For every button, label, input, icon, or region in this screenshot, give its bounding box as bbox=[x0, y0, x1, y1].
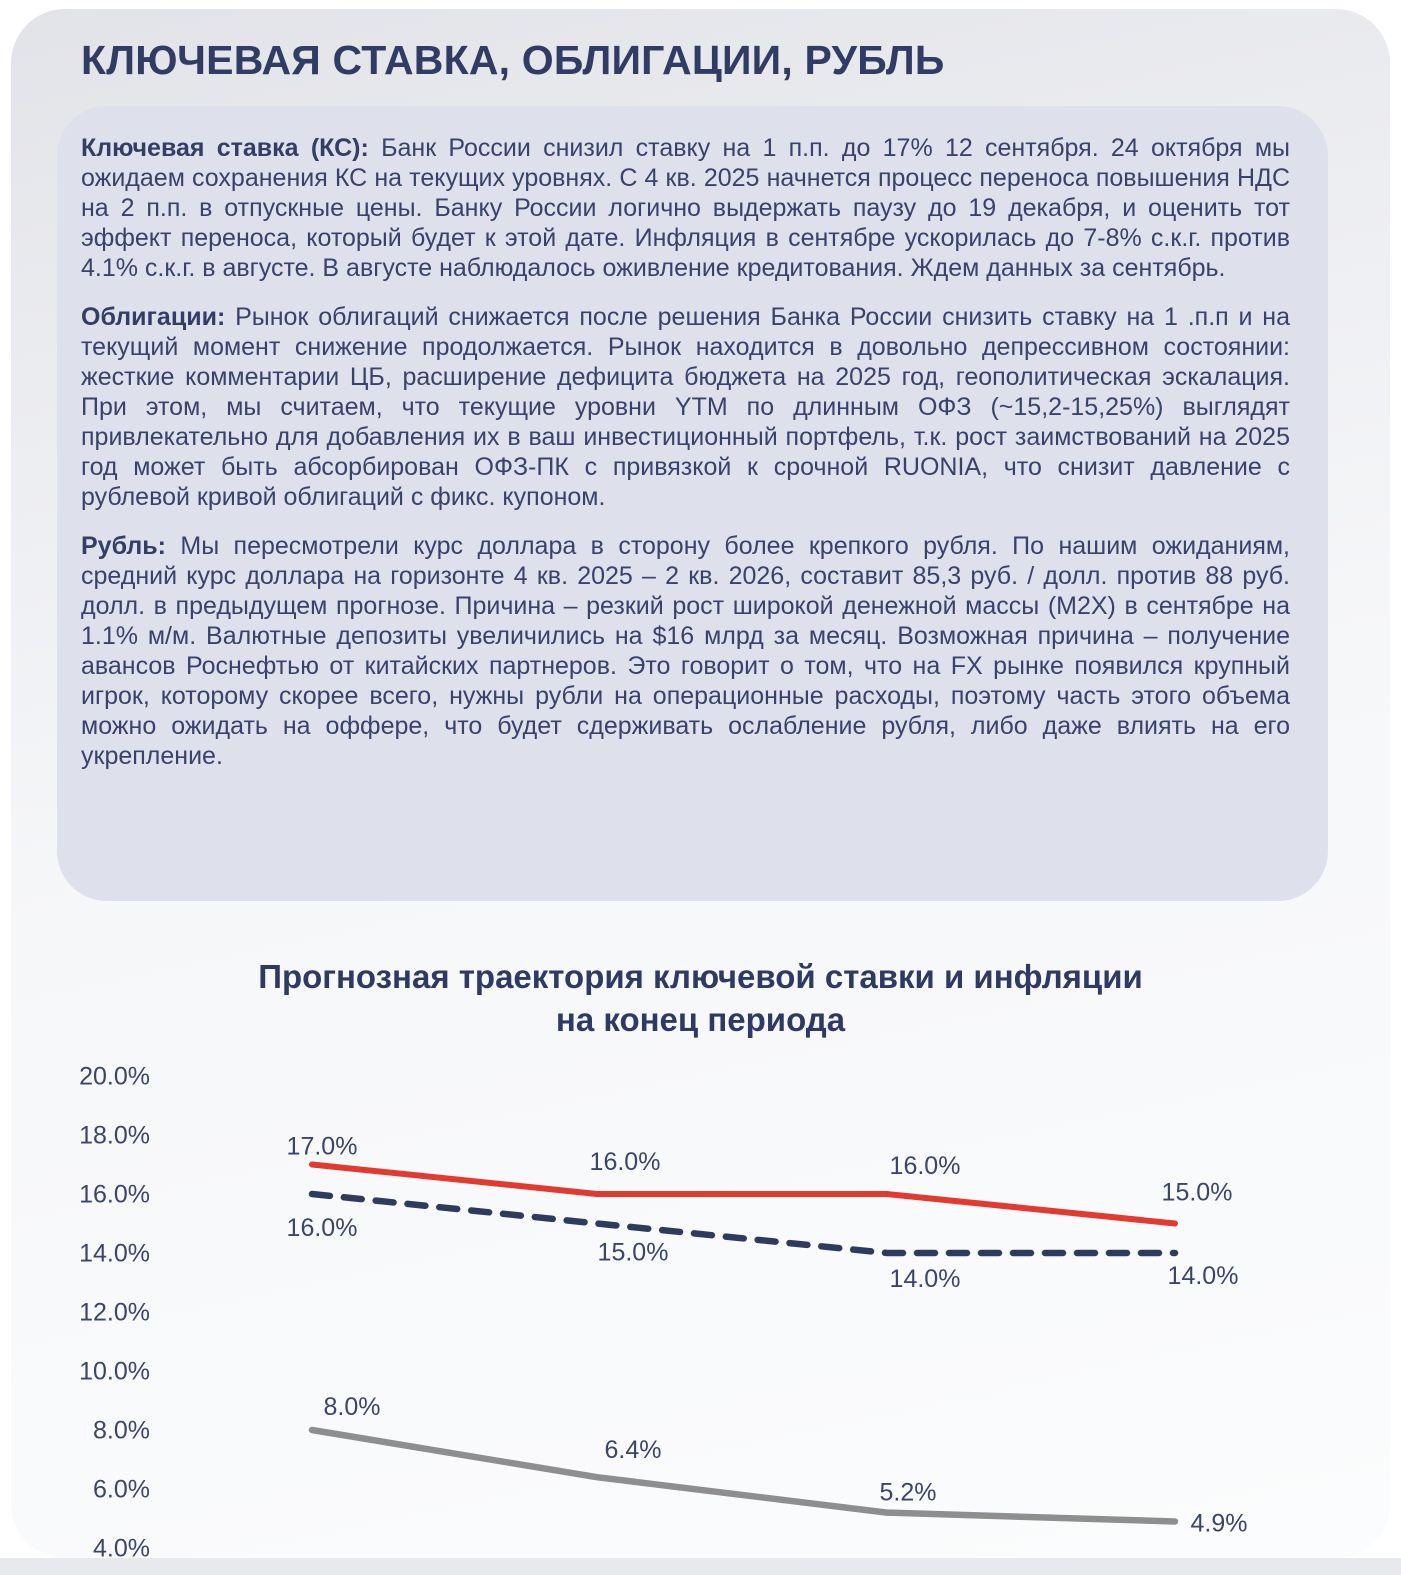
data-point-label-key-rate-dashed: 16.0% bbox=[287, 1214, 358, 1242]
chart-title: Прогнозная траектория ключевой ставки и … bbox=[11, 955, 1390, 1041]
y-axis-tick-label: 18.0% bbox=[79, 1122, 150, 1150]
paragraph-ruble: Рубль: Мы пересмотрели курс доллара в ст… bbox=[81, 531, 1290, 771]
paragraph-ruble-lead: Рубль: bbox=[81, 532, 166, 560]
chart-title-line-2: на конец периода bbox=[555, 1001, 846, 1038]
data-point-label-key-rate-solid: 17.0% bbox=[287, 1133, 358, 1161]
y-axis-tick-label: 14.0% bbox=[79, 1240, 150, 1268]
summary-panel: Ключевая ставка (КС): Банк России снизил… bbox=[57, 106, 1328, 901]
paragraph-bonds-lead: Облигации: bbox=[81, 303, 226, 331]
paragraph-key-rate-lead: Ключевая ставка (КС): bbox=[81, 134, 369, 162]
data-point-label-inflation: 4.9% bbox=[1191, 1509, 1248, 1537]
line-chart: 20.0% 18.0% 16.0% 14.0% 12.0% 10.0% 8.0% 6.0% 4.… bbox=[79, 1063, 1248, 1563]
paragraph-bonds-text: Рынок облигаций снижается после решения … bbox=[81, 303, 1290, 511]
y-axis-tick-label: 10.0% bbox=[79, 1358, 150, 1386]
paragraph-key-rate: Ключевая ставка (КС): Банк России снизил… bbox=[81, 133, 1290, 283]
report-card: КЛЮЧЕВАЯ СТАВКА, ОБЛИГАЦИИ, РУБЛЬ Ключев… bbox=[11, 9, 1390, 1563]
data-point-label-key-rate-dashed: 15.0% bbox=[598, 1239, 669, 1267]
chart-title-line-1: Прогнозная траектория ключевой ставки и … bbox=[258, 958, 1143, 995]
y-axis-tick-label: 20.0% bbox=[79, 1063, 150, 1091]
y-axis-tick-label: 6.0% bbox=[93, 1476, 150, 1504]
y-axis-tick-label: 8.0% bbox=[93, 1417, 150, 1445]
data-point-label-inflation: 5.2% bbox=[880, 1479, 937, 1507]
series-line-key-rate-solid bbox=[309, 1161, 1178, 1227]
data-point-label-key-rate-solid: 15.0% bbox=[1162, 1179, 1233, 1207]
chart-canvas: 20.0% 18.0% 16.0% 14.0% 12.0% 10.0% 8.0% 6.0% 4.… bbox=[11, 1060, 1390, 1563]
series-line-inflation bbox=[308, 1426, 1179, 1525]
page-title: КЛЮЧЕВАЯ СТАВКА, ОБЛИГАЦИИ, РУБЛЬ bbox=[81, 37, 945, 83]
y-axis-tick-label: 12.0% bbox=[79, 1299, 150, 1327]
paragraph-bonds: Облигации: Рынок облигаций снижается пос… bbox=[81, 302, 1290, 512]
data-point-label-key-rate-solid: 16.0% bbox=[890, 1152, 961, 1180]
y-axis-tick-label: 4.0% bbox=[93, 1535, 150, 1563]
y-axis-tick-label: 16.0% bbox=[79, 1181, 150, 1209]
data-point-label-key-rate-dashed: 14.0% bbox=[890, 1265, 961, 1293]
data-point-label-key-rate-dashed: 14.0% bbox=[1168, 1262, 1239, 1290]
data-point-label-inflation: 6.4% bbox=[605, 1436, 662, 1464]
data-point-label-inflation: 8.0% bbox=[324, 1393, 381, 1421]
paragraph-ruble-text: Мы пересмотрели курс доллара в сторону б… bbox=[81, 532, 1290, 770]
series-line-key-rate-dashed bbox=[308, 1190, 1179, 1257]
next-section-edge bbox=[0, 1558, 1401, 1575]
paragraph-key-rate-text: Банк России снизил ставку на 1 п.п. до 1… bbox=[81, 134, 1290, 282]
data-point-label-key-rate-solid: 16.0% bbox=[590, 1148, 661, 1176]
